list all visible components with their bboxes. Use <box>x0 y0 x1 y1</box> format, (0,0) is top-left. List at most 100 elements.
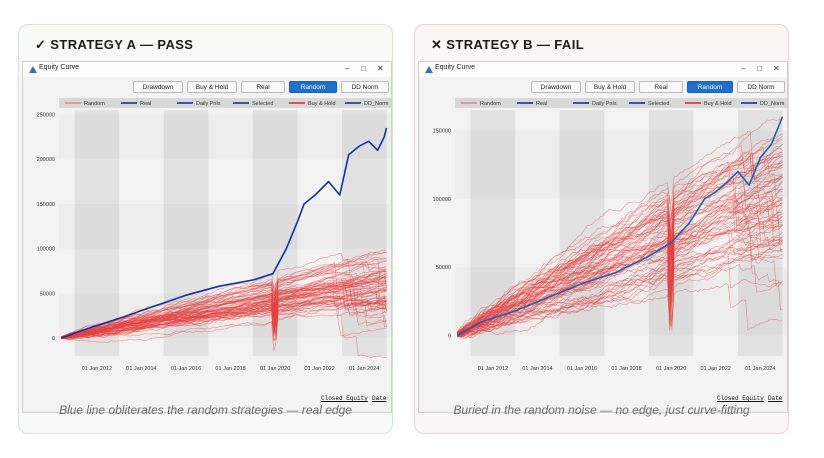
x-tick-label: 01 Jan 2020 <box>260 366 290 372</box>
close-icon[interactable]: ✕ <box>773 64 780 73</box>
date-link[interactable]: Date <box>768 395 783 402</box>
card-title-text: STRATEGY A — PASS <box>50 37 194 52</box>
real-line <box>60 127 388 339</box>
minimize-icon[interactable]: – <box>741 64 746 73</box>
card-title-text: STRATEGY B — FAIL <box>446 37 585 52</box>
random-line <box>456 130 783 336</box>
random-line <box>457 151 783 336</box>
buy-hold-button[interactable]: Buy & Hold <box>187 81 237 93</box>
random-line <box>457 133 783 334</box>
random-line <box>61 269 387 339</box>
random-series <box>456 115 783 340</box>
app-icon <box>425 66 433 73</box>
random-line <box>457 228 783 338</box>
random-line <box>61 307 387 352</box>
y-tick-label: 200000 <box>37 157 55 163</box>
card-title: ✕ STRATEGY B — FAIL <box>431 37 584 53</box>
date-link[interactable]: Date <box>372 395 387 402</box>
random-line <box>456 153 783 333</box>
random-line <box>61 286 387 338</box>
legend-label: Random <box>84 101 105 107</box>
legend-label: Daily Pnls <box>196 101 221 107</box>
y-tick-label: 0 <box>52 336 55 342</box>
random-line <box>456 190 783 335</box>
closed-equity-link[interactable]: Closed Equity <box>321 395 368 402</box>
random-line <box>61 273 387 338</box>
legend-label: DD_Norm <box>760 101 785 107</box>
legend-label: Daily Pnls <box>592 101 617 107</box>
y-tick-label: 100000 <box>37 247 55 253</box>
dd-norm-button[interactable]: DD Norm <box>737 81 785 93</box>
random-line <box>456 144 783 335</box>
random-line <box>457 255 783 338</box>
random-line <box>456 239 783 337</box>
equity-chart: Random Real Daily Pnls Selected Buy & Hold DD… <box>433 98 787 372</box>
equity-curve-window: Equity Curve – □ ✕ Drawdown Buy & Hold R… <box>418 61 788 413</box>
random-line <box>457 175 783 337</box>
band <box>74 110 120 356</box>
dd-norm-button[interactable]: DD Norm <box>341 81 389 93</box>
x-tick-label: 01 Jan 2024 <box>349 366 379 372</box>
random-line <box>457 144 783 334</box>
legend-label: Buy & Hold <box>308 101 336 107</box>
closed-equity-link[interactable]: Closed Equity <box>717 395 764 402</box>
random-series <box>61 250 387 358</box>
close-icon[interactable]: ✕ <box>377 64 384 73</box>
random-line <box>61 261 387 339</box>
random-button[interactable]: Random <box>289 81 337 93</box>
equity-chart: Random Real Daily Pnls Selected Buy & Hold DD… <box>37 98 391 372</box>
minimize-icon[interactable]: – <box>345 64 350 73</box>
y-tick-label: 0 <box>448 334 451 340</box>
random-button[interactable]: Random <box>687 81 733 93</box>
caption: Buried in the random noise — no edge, ju… <box>453 403 750 417</box>
drawdown-button[interactable]: Drawdown <box>531 81 581 93</box>
legend-label: Real <box>140 101 151 107</box>
x-tick-label: 01 Jan 2014 <box>522 366 552 372</box>
legend-bar <box>59 98 391 108</box>
window-title: Equity Curve <box>435 64 476 71</box>
check-icon: ✓ <box>35 37 47 52</box>
legend-label: Selected <box>648 101 669 107</box>
random-line <box>456 166 783 336</box>
x-tick-label: 01 Jan 2016 <box>567 366 597 372</box>
random-line <box>457 179 783 334</box>
real-button[interactable]: Real <box>639 81 683 93</box>
x-tick-label: 01 Jan 2018 <box>215 366 245 372</box>
random-line <box>457 177 783 336</box>
legend-bar <box>455 98 787 108</box>
y-tick-label: 50000 <box>40 291 55 297</box>
real-button[interactable]: Real <box>241 81 285 93</box>
hband <box>59 204 391 249</box>
toolbar: Drawdown Buy & Hold Real Random DD Norm <box>419 78 787 96</box>
hband <box>455 131 787 199</box>
real-line <box>456 116 784 337</box>
y-tick-label: 150000 <box>37 202 55 208</box>
random-line <box>457 236 783 337</box>
random-line <box>61 303 387 340</box>
buy-hold-button[interactable]: Buy & Hold <box>585 81 635 93</box>
random-line <box>61 286 387 339</box>
y-tick-label: 100000 <box>433 197 451 203</box>
window-title: Equity Curve <box>39 64 80 71</box>
card-title: ✓ STRATEGY A — PASS <box>35 37 193 53</box>
maximize-icon[interactable]: □ <box>757 64 762 73</box>
x-tick-label: 01 Jan 2012 <box>478 366 508 372</box>
random-line <box>61 285 387 339</box>
legend-label: Buy & Hold <box>704 101 732 107</box>
window-titlebar: Equity Curve – □ ✕ <box>419 62 787 77</box>
random-line <box>456 196 783 335</box>
strategy-b-card: ✕ STRATEGY B — FAIL Equity Curve – □ ✕ Dr… <box>414 24 789 434</box>
random-line <box>61 251 387 337</box>
random-line <box>61 308 387 343</box>
legend-label: Selected <box>252 101 273 107</box>
x-tick-label: 01 Jan 2022 <box>701 366 731 372</box>
x-tick-label: 01 Jan 2014 <box>126 366 156 372</box>
window-titlebar: Equity Curve – □ ✕ <box>23 62 391 77</box>
maximize-icon[interactable]: □ <box>361 64 366 73</box>
x-tick-label: 01 Jan 2012 <box>82 366 112 372</box>
x-tick-label: 01 Jan 2024 <box>745 366 775 372</box>
app-icon <box>29 66 37 73</box>
random-line <box>457 253 783 339</box>
drawdown-button[interactable]: Drawdown <box>133 81 183 93</box>
random-line <box>457 221 783 340</box>
